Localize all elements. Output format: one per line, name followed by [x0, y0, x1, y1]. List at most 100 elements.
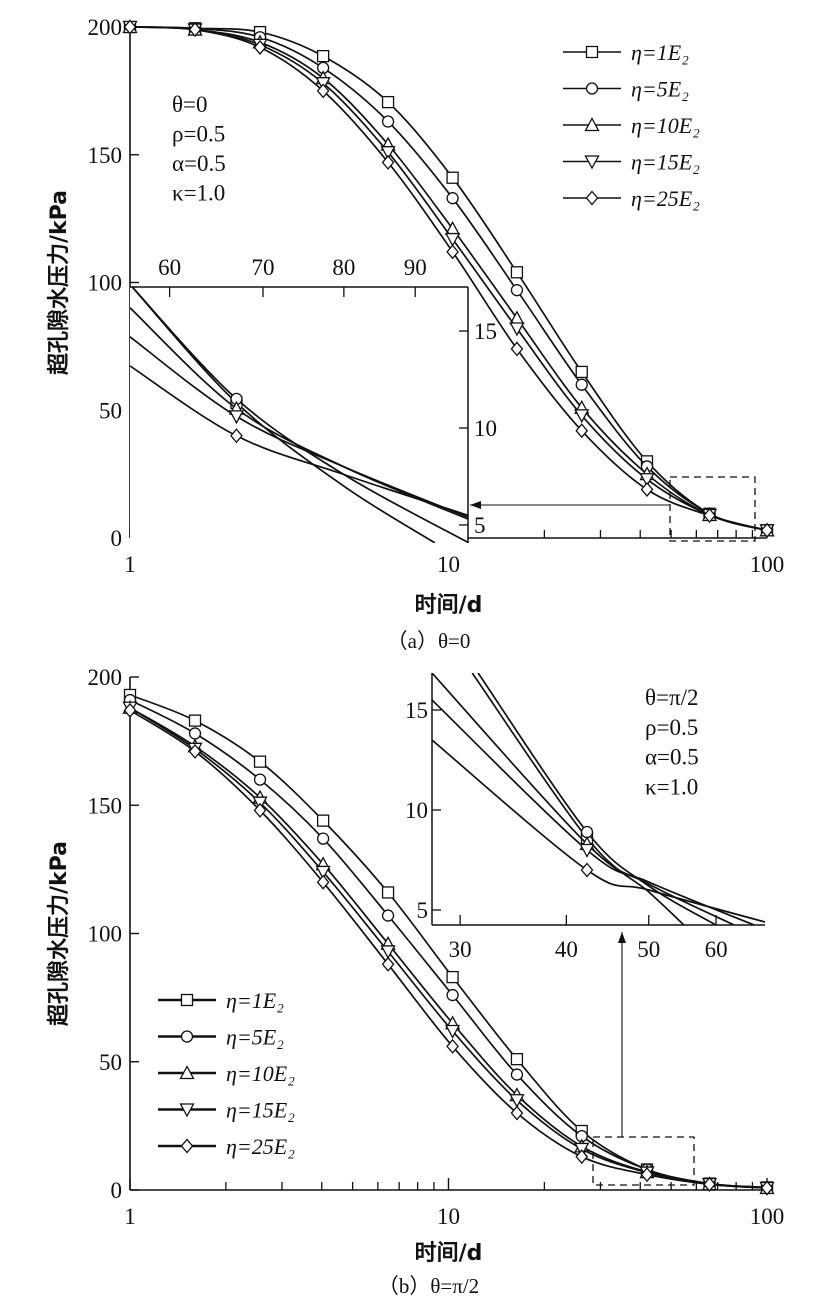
inset-series-line-2: [432, 673, 735, 925]
marker-triangle-down: [444, 1024, 461, 1039]
marker-diamond: [760, 1180, 774, 1196]
x-tick-label: 100: [750, 1204, 785, 1229]
parameter-text: θ=0: [172, 92, 208, 117]
inset-y-tick-label: 5: [417, 898, 429, 923]
marker-triangle-down: [509, 1094, 525, 1109]
marker-diamond: [316, 874, 330, 890]
marker-circle: [510, 1068, 524, 1081]
inset-background: [432, 673, 765, 925]
legend: η=1E₂ η=5E₂ η=10E₂ η=15E₂ η=25E₂: [563, 40, 700, 211]
marker-diamond: [230, 428, 243, 444]
x-tick-label: 10: [437, 552, 460, 577]
marker-triangle-down: [179, 1103, 195, 1118]
inset-background: [130, 287, 468, 543]
inset-y-tick-label: 10: [474, 416, 497, 441]
inset-x-tick-label: 60: [705, 937, 728, 962]
legend: η=1E₂ η=5E₂ η=10E₂ η=15E₂ η=25E₂: [158, 988, 295, 1159]
y-tick-label: 100: [88, 922, 123, 947]
x-tick-label: 1: [124, 1204, 136, 1229]
marker-triangle-down: [639, 473, 655, 488]
parameter-text: κ=1.0: [645, 774, 698, 799]
marker-square: [316, 49, 330, 63]
legend-label: η=10E₂: [226, 1061, 295, 1086]
marker-diamond: [446, 244, 459, 260]
inset-x-tick-label: 40: [555, 937, 578, 962]
marker-diamond: [316, 83, 330, 99]
inset-curves: [130, 287, 468, 543]
marker-square: [510, 266, 524, 279]
inset-x-tick-label: 30: [449, 937, 472, 962]
inset-x-tick-label: 80: [332, 255, 355, 280]
marker-diamond: [123, 19, 137, 35]
marker-triangle-down: [584, 155, 600, 170]
marker-square: [381, 95, 395, 109]
marker-diamond: [510, 1105, 524, 1121]
marker-diamond: [188, 743, 202, 759]
marker-triangle-down: [315, 865, 331, 880]
marker-triangle-down: [574, 409, 590, 424]
marker-circle: [446, 988, 459, 1002]
x-tick-label: 10: [437, 1204, 460, 1229]
marker-square: [381, 886, 395, 899]
panel-caption: （a）θ=0: [387, 629, 471, 653]
marker-triangle-down: [380, 146, 396, 161]
inset-y-tick-label: 15: [474, 319, 497, 344]
inset-series-line-0: [131, 287, 436, 543]
legend-label: η=15E₂: [226, 1098, 295, 1123]
parameter-text: κ=1.0: [172, 181, 225, 206]
marker-circle: [446, 192, 459, 205]
parameter-annotation: θ=0 ρ=0.5 α=0.5 κ=1.0: [172, 92, 226, 206]
marker-circle: [510, 284, 524, 297]
marker-square: [585, 45, 599, 59]
legend-label: η=1E₂: [631, 40, 689, 65]
marker-triangle-up: [584, 117, 600, 132]
x-tick-label: 100: [750, 552, 785, 577]
legend-label: η=1E₂: [226, 988, 284, 1013]
inset-x-tick-label: 50: [637, 937, 660, 962]
marker-circle: [180, 1030, 194, 1043]
inset-x-tick-label: 60: [158, 255, 181, 280]
y-tick-label: 0: [111, 526, 123, 551]
legend-label: η=15E₂: [631, 150, 700, 175]
inset-curves: [432, 673, 765, 925]
y-tick-label: 200: [88, 15, 123, 40]
marker-triangle-down: [380, 945, 396, 960]
panel-b: 0 50 100 150 200 1 10 100 时间/d 超孔隙水压力/kPa （b）θ=π/2…: [47, 665, 784, 1298]
y-tick-label: 0: [111, 1178, 123, 1203]
marker-diamond: [575, 423, 589, 439]
inset-y-tick-label: 5: [474, 513, 486, 538]
y-tick-label: 150: [88, 793, 123, 818]
inset-series-line-1: [477, 673, 717, 925]
marker-circle: [188, 727, 202, 740]
marker-diamond: [640, 1167, 654, 1183]
y-tick-label: 100: [88, 271, 123, 296]
series-line-0: [129, 26, 768, 532]
panel-caption: （b）θ=π/2: [378, 1274, 479, 1298]
marker-square: [316, 814, 330, 827]
parameter-text: α=0.5: [645, 745, 699, 770]
inset-series-line-2: [130, 307, 468, 520]
marker-square: [446, 171, 459, 184]
y-axis-label: 超孔隙水压力/kPa: [47, 841, 72, 1026]
marker-square: [180, 993, 194, 1007]
inset-x-tick-label: 90: [404, 255, 427, 280]
marker-diamond: [510, 341, 524, 357]
marker-diamond: [381, 154, 395, 170]
y-axis-label: 超孔隙水压力/kPa: [47, 190, 72, 375]
x-axis-label: 时间/d: [415, 1241, 483, 1266]
legend-label: η=5E₂: [631, 77, 689, 102]
x-axis-label: 时间/d: [415, 593, 483, 618]
inset: 60 70 80 90 5 10 15: [130, 255, 497, 543]
marker-square: [510, 1053, 524, 1066]
zoom-region-box: [592, 1136, 695, 1186]
marker-square: [575, 365, 588, 379]
inset-series-line-1: [131, 287, 468, 543]
marker-diamond: [580, 862, 594, 878]
parameter-text: ρ=0.5: [645, 715, 698, 740]
parameter-text: α=0.5: [172, 151, 226, 176]
marker-square: [446, 970, 459, 984]
marker-diamond: [585, 190, 599, 206]
marker-triangle-down: [509, 322, 525, 337]
zoom-arrow-head-icon: [470, 501, 481, 509]
